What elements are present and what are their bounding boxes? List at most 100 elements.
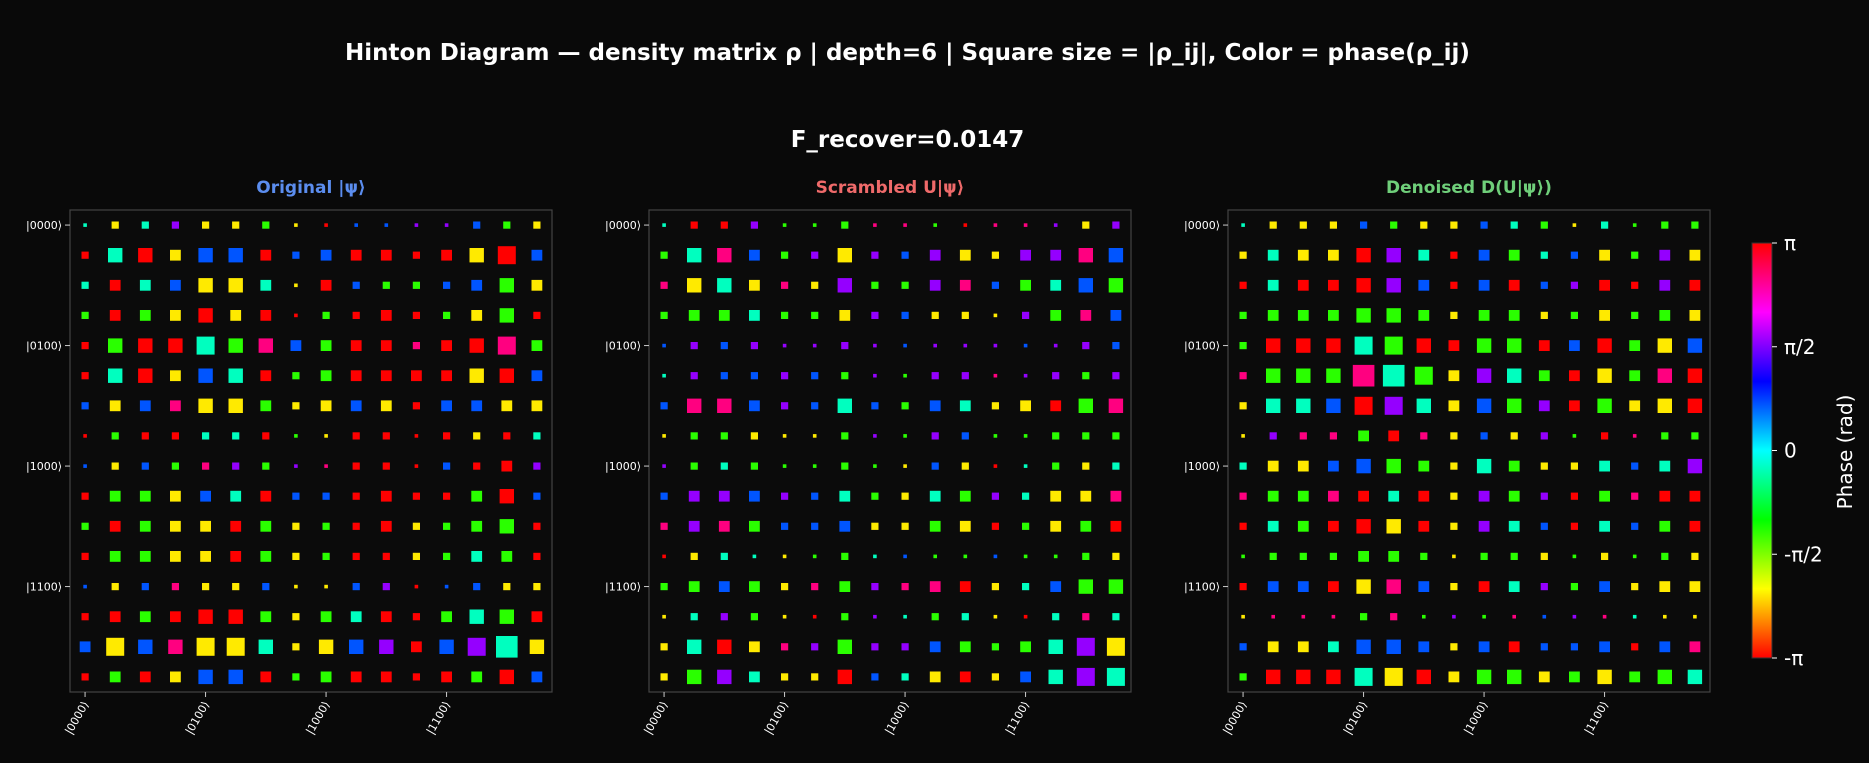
hinton-square bbox=[1540, 311, 1548, 319]
hinton-square bbox=[993, 373, 998, 378]
hinton-square bbox=[81, 402, 89, 410]
hinton-square bbox=[168, 639, 183, 654]
hinton-square bbox=[1022, 311, 1030, 319]
hinton-square bbox=[1452, 554, 1456, 559]
hinton-square bbox=[1693, 614, 1697, 619]
hinton-square bbox=[993, 434, 998, 438]
hinton-square bbox=[324, 584, 328, 589]
hinton-square bbox=[1418, 581, 1430, 592]
hinton-square bbox=[292, 492, 300, 500]
hinton-square bbox=[469, 368, 484, 383]
y-tick-label: |0100⟩ bbox=[26, 340, 62, 353]
hinton-square bbox=[1631, 522, 1639, 530]
hinton-square bbox=[1418, 279, 1430, 291]
hinton-square bbox=[1508, 490, 1520, 502]
hinton-square bbox=[1112, 221, 1120, 229]
hinton-square bbox=[109, 490, 121, 502]
hinton-square bbox=[228, 398, 243, 413]
hinton-square bbox=[690, 552, 698, 560]
hinton-square bbox=[750, 342, 758, 350]
hinton-square bbox=[1297, 520, 1309, 532]
hinton-square bbox=[662, 614, 666, 619]
hinton-square bbox=[660, 492, 668, 500]
hinton-square bbox=[228, 248, 243, 263]
hinton-square bbox=[690, 462, 698, 470]
hinton-square bbox=[1386, 458, 1401, 474]
hinton-square bbox=[1020, 279, 1031, 291]
hinton-square bbox=[379, 639, 394, 654]
hinton-square bbox=[1296, 669, 1311, 685]
hinton-square bbox=[503, 583, 511, 591]
hinton-square bbox=[1050, 520, 1062, 532]
hinton-square bbox=[292, 643, 300, 651]
hinton-square bbox=[959, 400, 971, 412]
hinton-square bbox=[1269, 552, 1277, 560]
hinton-square bbox=[1452, 614, 1456, 619]
hinton-square bbox=[1599, 641, 1610, 653]
hinton-square bbox=[81, 372, 89, 380]
hinton-square bbox=[871, 643, 879, 651]
hinton-square bbox=[993, 464, 998, 468]
hinton-square bbox=[1078, 398, 1093, 413]
hinton-square bbox=[1020, 249, 1031, 261]
hinton-square bbox=[1507, 669, 1522, 685]
hinton-square bbox=[717, 278, 732, 293]
hinton-square bbox=[1108, 248, 1124, 263]
hinton-square bbox=[837, 398, 852, 413]
hinton-square bbox=[170, 370, 181, 382]
hinton-square bbox=[1538, 400, 1550, 412]
hinton-square bbox=[83, 223, 87, 227]
hinton-square bbox=[660, 281, 668, 289]
hinton-square bbox=[1450, 522, 1458, 530]
hinton-square bbox=[1570, 643, 1578, 651]
hinton-square bbox=[1476, 338, 1492, 353]
hinton-square bbox=[439, 639, 454, 654]
hinton-square bbox=[993, 554, 998, 559]
hinton-square bbox=[170, 490, 181, 502]
hinton-square bbox=[1241, 434, 1245, 438]
hinton-square bbox=[1687, 458, 1703, 474]
hinton-square bbox=[260, 249, 272, 261]
hinton-square bbox=[1326, 398, 1341, 413]
hinton-square bbox=[1416, 338, 1431, 353]
hinton-square bbox=[993, 313, 998, 318]
hinton-square bbox=[200, 551, 211, 562]
hinton-square bbox=[141, 221, 149, 229]
y-tick-label: |1000⟩ bbox=[1184, 460, 1220, 473]
hinton-square bbox=[690, 372, 698, 380]
hinton-square bbox=[533, 583, 541, 591]
hinton-square bbox=[412, 342, 420, 350]
hinton-square bbox=[499, 368, 514, 383]
hinton-square bbox=[1414, 366, 1433, 385]
x-tick-label: |0000⟩ bbox=[641, 699, 670, 737]
hinton-square bbox=[812, 464, 817, 468]
hinton-square bbox=[473, 583, 481, 591]
hinton-square bbox=[1048, 639, 1063, 654]
hinton-square bbox=[1053, 554, 1058, 559]
hinton-square bbox=[469, 338, 484, 353]
hinton-square bbox=[1659, 641, 1671, 653]
hinton-square bbox=[660, 522, 668, 530]
hinton-square bbox=[720, 342, 728, 350]
hinton-square bbox=[1082, 552, 1090, 560]
hinton-square bbox=[1297, 581, 1309, 592]
hinton-square bbox=[139, 310, 151, 321]
panel-title: Denoised D(U|ψ⟩) bbox=[1386, 178, 1552, 198]
hinton-square bbox=[1269, 221, 1277, 229]
hinton-square bbox=[1326, 669, 1341, 685]
hinton-square bbox=[991, 492, 999, 500]
hinton-square bbox=[1661, 552, 1669, 560]
hinton-square bbox=[1570, 583, 1578, 591]
hinton-square bbox=[499, 489, 514, 504]
colorbar-tick-label: -π bbox=[1784, 646, 1803, 670]
x-tick-label: |0100⟩ bbox=[762, 699, 791, 737]
hinton-square bbox=[782, 614, 787, 619]
hinton-square bbox=[1450, 462, 1458, 470]
hinton-square bbox=[1480, 432, 1488, 440]
hinton-square bbox=[991, 522, 999, 530]
hinton-square bbox=[262, 221, 270, 229]
hinton-square bbox=[1416, 398, 1431, 413]
hinton-square bbox=[688, 581, 700, 592]
hinton-square bbox=[228, 368, 243, 383]
hinton-square bbox=[294, 464, 298, 468]
